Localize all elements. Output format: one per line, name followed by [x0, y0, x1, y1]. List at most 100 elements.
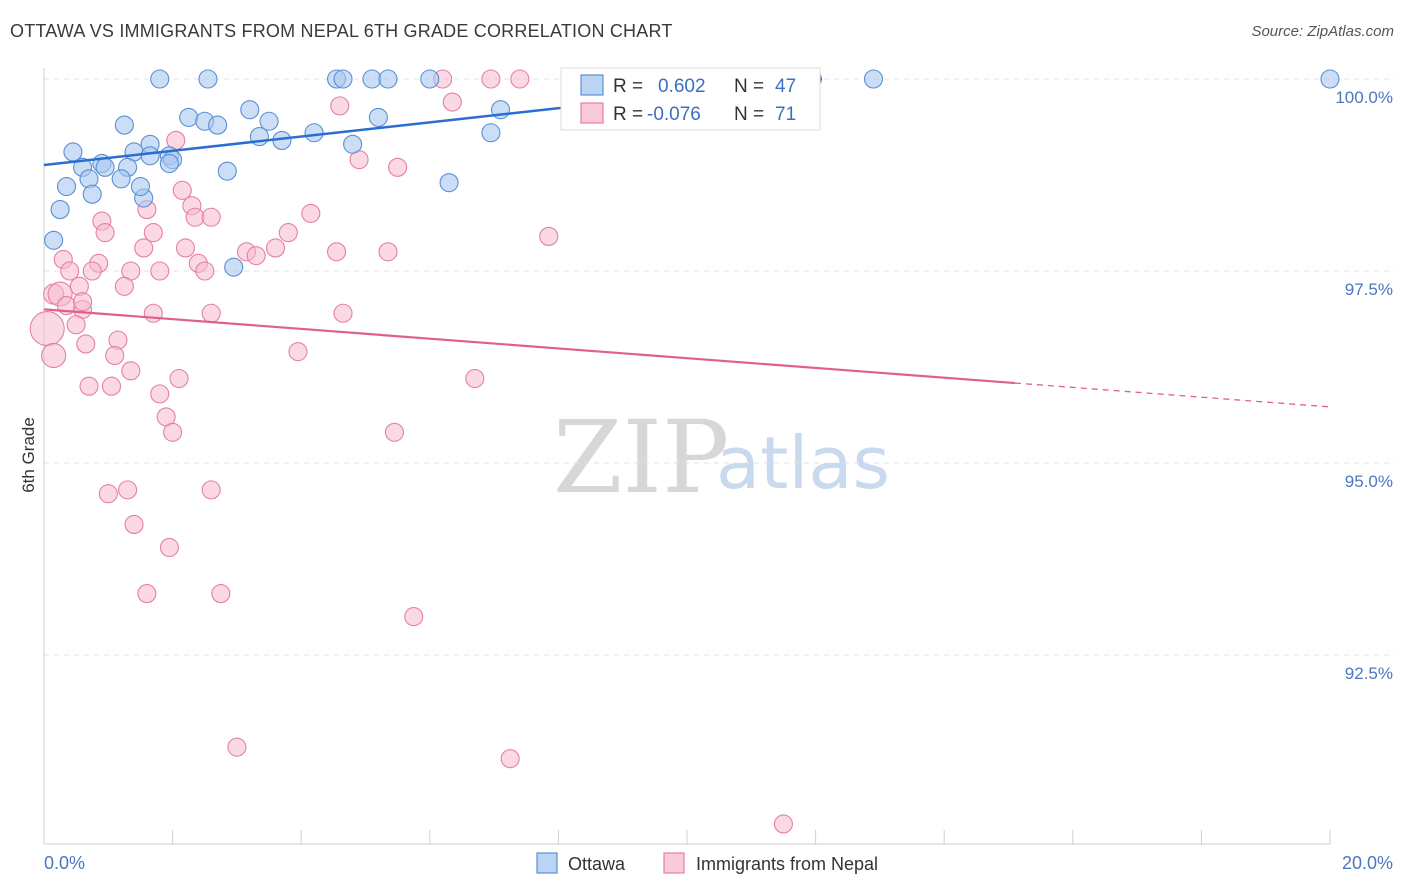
- nepal-point: [481, 69, 501, 89]
- nepal-point: [201, 207, 221, 227]
- nepal-point: [29, 311, 65, 347]
- legend-swatch-ottawa: [580, 74, 604, 96]
- nepal-point: [201, 303, 221, 323]
- series-legend-label-ottawa: Ottawa: [568, 854, 626, 874]
- legend-r-label-nepal: R =: [613, 104, 643, 125]
- nepal-point: [82, 261, 102, 281]
- nepal-point: [539, 226, 559, 246]
- nepal-point: [163, 422, 183, 442]
- watermark: ZIP atlas: [553, 399, 890, 516]
- nepal-point: [143, 223, 163, 243]
- chart-title: OTTAWA VS IMMIGRANTS FROM NEPAL 6TH GRAD…: [10, 21, 673, 41]
- nepal-point: [288, 342, 308, 362]
- nepal-point: [278, 223, 298, 243]
- series-legend: Ottawa Immigrants from Nepal: [536, 852, 878, 874]
- series-legend-swatch-ottawa: [536, 852, 558, 874]
- nepal-point: [150, 261, 170, 281]
- ottawa-point: [95, 157, 115, 177]
- nepal-point: [66, 315, 86, 335]
- ottawa-point: [1320, 69, 1340, 89]
- nepal-point: [384, 422, 404, 442]
- ottawa-point: [114, 115, 134, 135]
- nepal-point: [175, 238, 196, 258]
- nepal-point: [185, 207, 205, 227]
- y-axis-tick-labels: 100.0% 97.5% 95.0% 92.5%: [1335, 88, 1393, 683]
- legend-n-value-nepal: 71: [775, 104, 796, 125]
- nepal-point: [195, 261, 215, 281]
- nepal-point: [98, 484, 118, 504]
- stats-legend-frame: [560, 67, 821, 131]
- series-legend-swatch-nepal: [663, 852, 685, 874]
- nepal-point: [150, 384, 170, 404]
- legend-r-label-ottawa: R =: [613, 76, 643, 97]
- ottawa-point: [50, 200, 70, 220]
- nepal-point: [73, 292, 93, 312]
- nepal-point: [465, 368, 485, 389]
- ottawa-point: [140, 146, 160, 166]
- ottawa-point: [224, 257, 244, 277]
- ottawa-point: [304, 123, 324, 143]
- nepal-point: [69, 276, 89, 296]
- nepal-point: [201, 480, 221, 500]
- nepal-point: [378, 242, 398, 262]
- y-axis-label: 6th Grade: [19, 417, 38, 493]
- nepal-point: [108, 330, 128, 350]
- x-tick-label-min: 0.0%: [44, 853, 85, 873]
- ottawa-point: [82, 184, 102, 204]
- nepal-point: [105, 345, 125, 366]
- nepal-point: [169, 368, 189, 389]
- nepal-point: [143, 303, 163, 323]
- nepal-point: [246, 246, 266, 266]
- nepal-point: [134, 238, 154, 258]
- gridlines: [44, 78, 1395, 656]
- nepal-point: [265, 238, 286, 258]
- nepal-point: [404, 607, 424, 627]
- nepal-point: [442, 92, 462, 112]
- stats-legend: R = 0.602 N = 47 R = -0.076 N = 71: [560, 67, 821, 131]
- nepal-point: [101, 376, 122, 396]
- nepal-point: [773, 814, 794, 834]
- watermark-atlas: atlas: [716, 421, 890, 505]
- nepal-point: [388, 157, 408, 177]
- nepal-point: [121, 361, 141, 381]
- nepal-point: [330, 96, 350, 116]
- nepal-point: [211, 584, 231, 604]
- nepal-point: [95, 223, 115, 243]
- ottawa-point: [420, 69, 440, 89]
- nepal-point: [41, 342, 67, 369]
- legend-n-label-nepal: N =: [734, 104, 764, 125]
- y-tick-label: 100.0%: [1335, 88, 1393, 107]
- nepal-point: [79, 376, 99, 396]
- ottawa-point: [44, 230, 64, 250]
- ottawa-point: [150, 69, 170, 89]
- x-axis-ticks: [43, 830, 1331, 844]
- nepal-point: [510, 69, 530, 89]
- nepal-trend-line: [43, 308, 1016, 385]
- ottawa-point: [368, 107, 388, 127]
- nepal-point: [327, 242, 347, 262]
- nepal-point: [159, 537, 179, 558]
- nepal-point: [500, 749, 520, 769]
- y-tick-label: 92.5%: [1345, 664, 1393, 683]
- ottawa-point: [378, 69, 398, 89]
- watermark-zip: ZIP: [553, 399, 729, 516]
- nepal-point: [60, 261, 80, 281]
- ottawa-point: [439, 173, 459, 193]
- ottawa-point: [362, 69, 382, 89]
- ottawa-point: [240, 100, 260, 120]
- y-tick-label: 97.5%: [1345, 280, 1393, 299]
- nepal-point: [76, 334, 96, 354]
- nepal-trend-line-extrapolated: [1014, 382, 1331, 408]
- legend-n-value-ottawa: 47: [775, 76, 796, 97]
- nepal-point: [118, 480, 138, 500]
- series-nepal-points: [29, 69, 794, 834]
- ottawa-point: [198, 69, 218, 89]
- ottawa-point: [333, 69, 353, 89]
- nepal-point: [114, 276, 134, 296]
- ottawa-point: [208, 115, 228, 135]
- ottawa-point: [259, 111, 279, 131]
- ottawa-point: [863, 69, 884, 89]
- series-legend-label-nepal: Immigrants from Nepal: [696, 854, 878, 874]
- nepal-point: [333, 303, 353, 323]
